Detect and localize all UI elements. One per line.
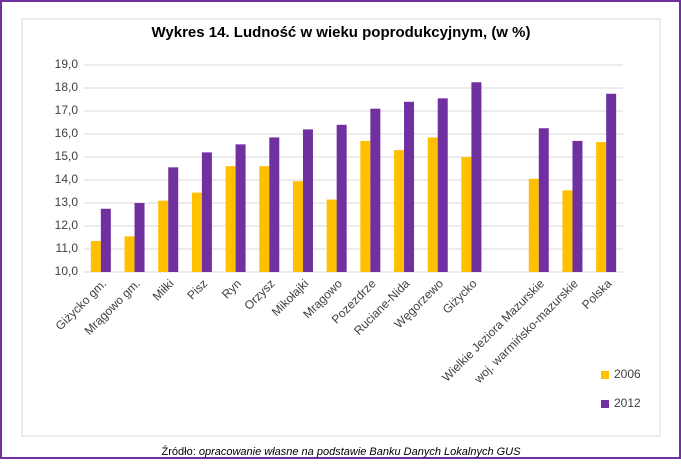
bar [225,166,236,272]
bar [201,152,212,272]
bar [528,178,539,272]
y-tick-label: 17,0 [55,103,79,117]
bar [360,140,371,272]
y-tick-label: 18,0 [55,80,79,94]
bar [292,181,303,272]
bar [370,108,381,272]
bar [562,190,573,272]
source: Źródło: opracowanie własne na podstawie … [162,445,522,458]
legend-swatch [601,371,609,379]
bar [427,137,438,272]
legend-swatch [601,400,609,408]
bar [538,128,549,272]
bar [606,93,617,272]
bar [100,208,111,272]
bar [158,200,169,272]
y-tick-label: 19,0 [55,57,79,71]
bar [596,142,607,272]
y-tick-label: 16,0 [55,126,79,140]
chart-title: Wykres 14. Ludność w wieku poprodukcyjny… [152,24,531,41]
y-tick-label: 10,0 [55,264,79,278]
y-tick-label: 11,0 [56,241,79,255]
y-tick-label: 15,0 [55,149,79,163]
bar [572,140,583,272]
bar [269,137,280,272]
bar [437,98,448,272]
bar [461,157,472,272]
bar [235,144,246,272]
bar [124,236,135,272]
legend-label: 2006 [614,367,641,381]
bar [259,166,270,272]
legend-label: 2012 [614,396,641,410]
y-tick-label: 12,0 [55,218,79,232]
bar [394,150,405,272]
bar [134,203,145,272]
bar [404,101,415,272]
source-label: Źródło: [162,445,196,458]
bar [90,240,101,272]
source-text: opracowanie własne na podstawie Banku Da… [199,446,521,458]
bar [302,129,313,272]
bar [336,124,347,272]
y-tick-label: 13,0 [55,195,79,209]
bar [191,192,202,272]
bar [471,82,482,272]
y-tick-label: 14,0 [55,172,79,186]
bar [168,167,179,272]
bar [326,199,337,272]
